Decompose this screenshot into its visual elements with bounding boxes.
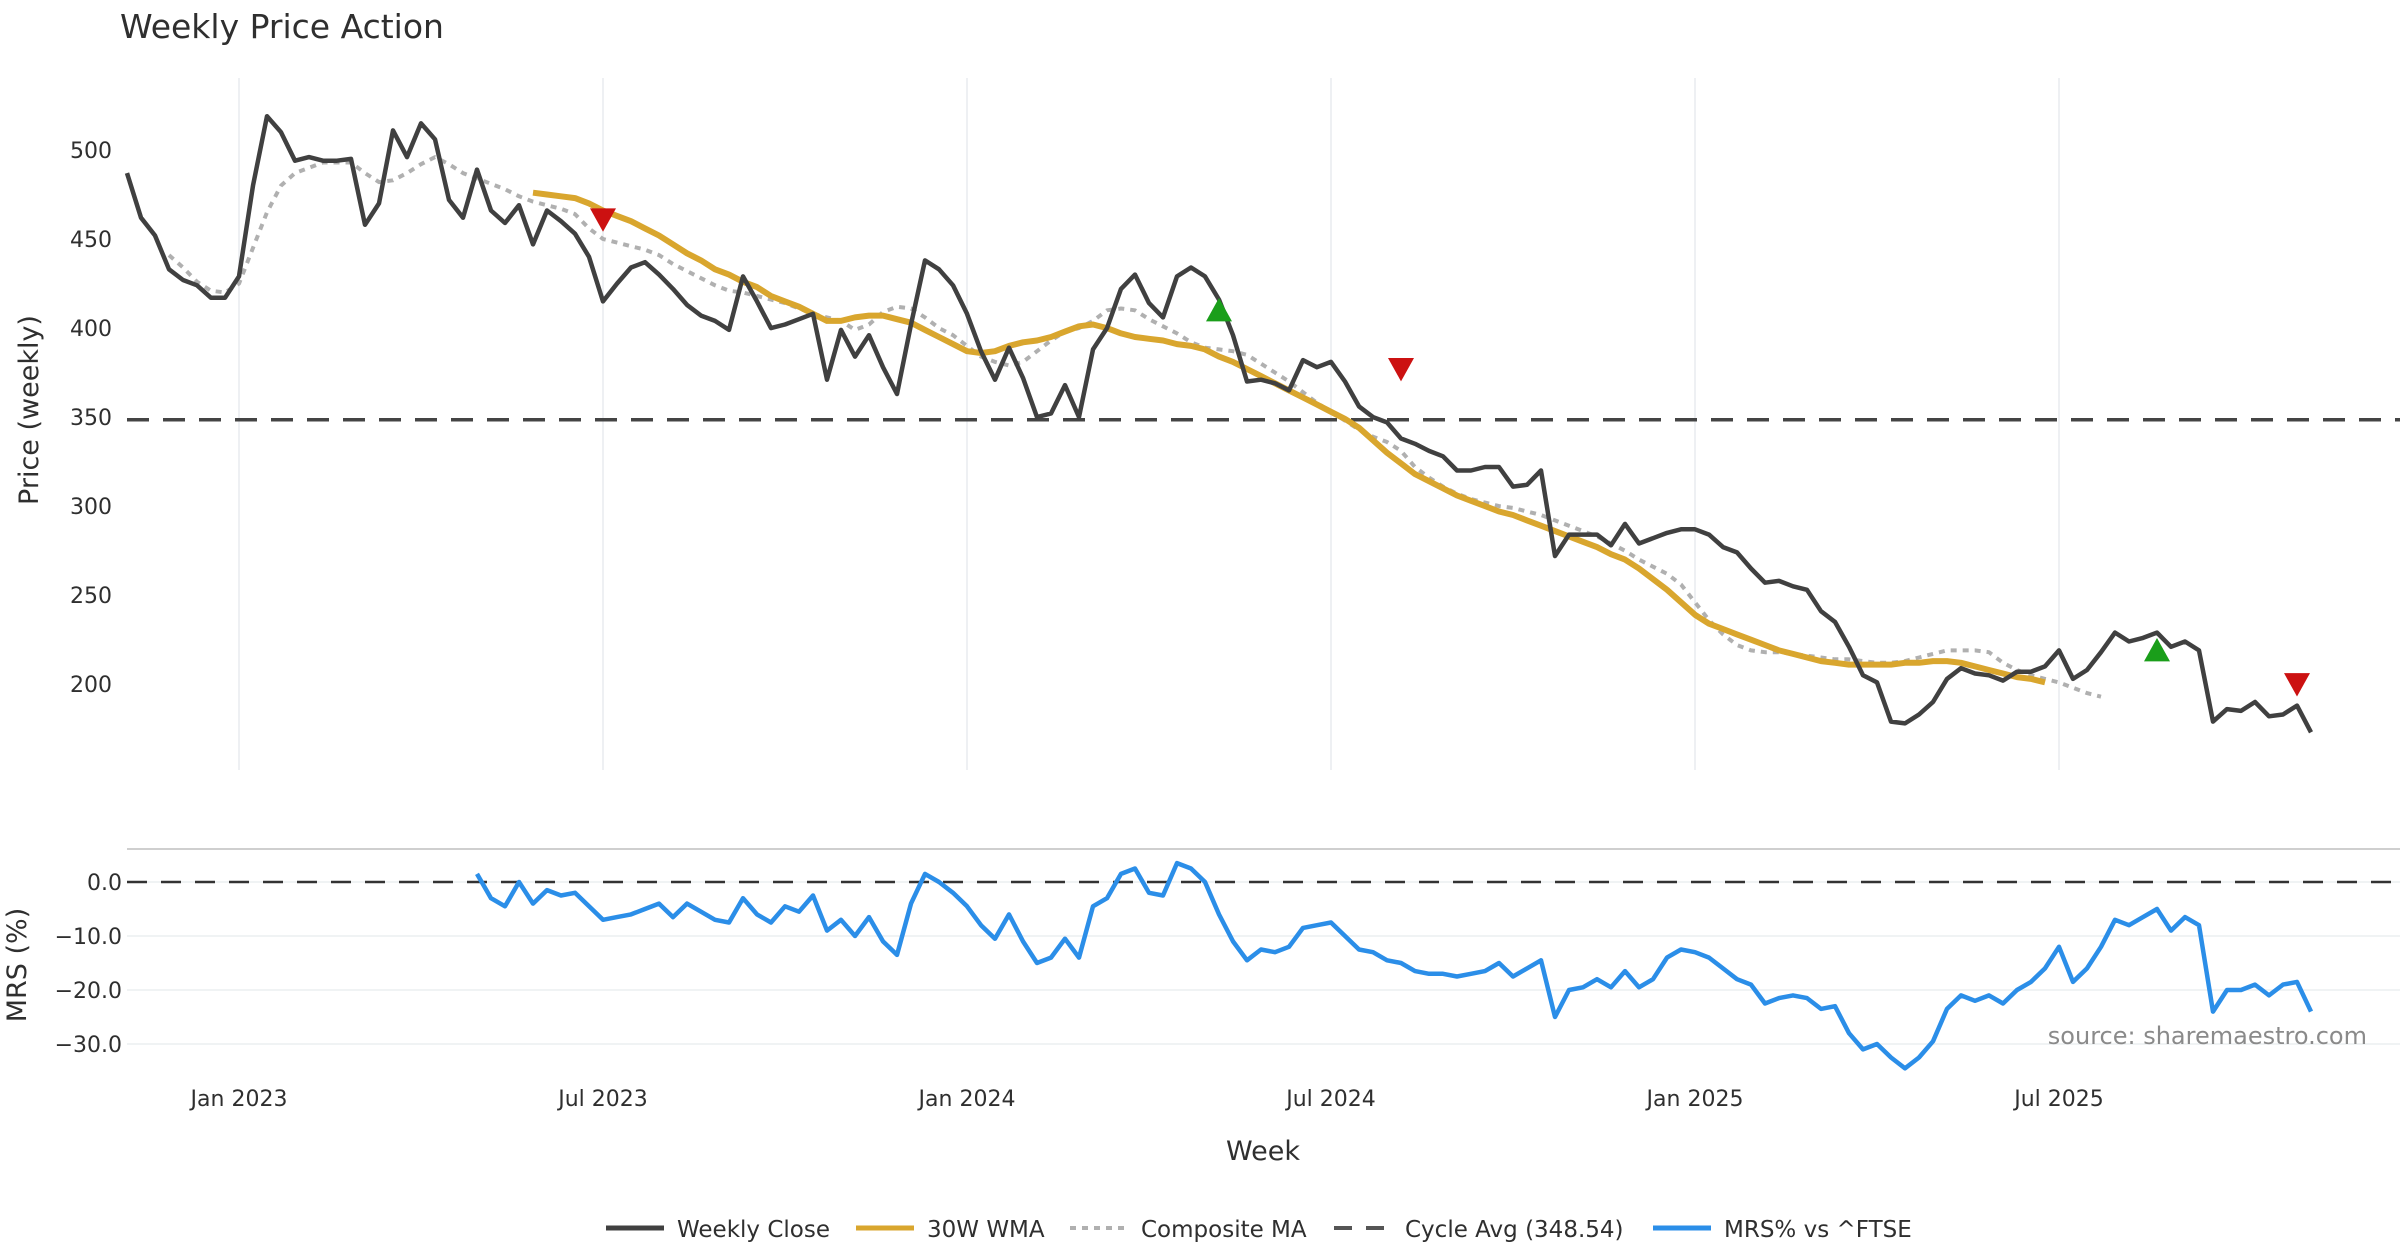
mrs-y-tick-label: −20.0 <box>55 979 122 1004</box>
legend-item: Cycle Avg (348.54) <box>1334 1217 1624 1243</box>
sell-signal-marker <box>2284 673 2310 697</box>
mrs-y-ticks: 0.0 −10.0 −20.0 −30.0 <box>55 871 122 1058</box>
mrs-y-tick-label: −10.0 <box>55 925 122 950</box>
price-y-axis-label: Price (weekly) <box>14 315 45 505</box>
x-axis-ticks: Jan 2023 Jul 2023 Jan 2024 Jul 2024 Jan 2025… <box>189 1087 2104 1112</box>
legend-label: Weekly Close <box>677 1217 830 1243</box>
source-annotation: source: sharemaestro.com <box>2048 1022 2367 1050</box>
price-y-tick-label: 400 <box>70 317 112 342</box>
legend-item: 30W WMA <box>856 1217 1045 1243</box>
mrs-y-tick-label: 0.0 <box>87 871 122 896</box>
mrs-y-axis-label: MRS (%) <box>2 908 33 1023</box>
signal-markers <box>590 208 2310 697</box>
price-y-tick-label: 300 <box>70 495 112 520</box>
mrs-line <box>475 860 2314 1071</box>
chart-title: Weekly Price Action <box>120 7 444 46</box>
mrs-series <box>475 860 2314 1071</box>
legend-label: 30W WMA <box>927 1217 1045 1243</box>
price-y-ticks: 500 450 400 350 300 250 200 <box>70 139 112 698</box>
legend-item: Composite MA <box>1070 1217 1307 1243</box>
price-y-tick-label: 500 <box>70 139 112 164</box>
x-tick-label: Jul 2024 <box>1284 1087 1376 1112</box>
price-series <box>124 113 2313 734</box>
sell-signal-marker <box>590 208 616 232</box>
legend-item: MRS% vs ^FTSE <box>1653 1217 1912 1243</box>
x-tick-label: Jul 2025 <box>2012 1087 2104 1112</box>
legend-label: Cycle Avg (348.54) <box>1405 1217 1624 1243</box>
sell-signal-marker <box>1388 357 1414 382</box>
x-tick-label: Jul 2023 <box>556 1087 648 1112</box>
x-tick-label: Jan 2023 <box>189 1087 288 1112</box>
price-y-tick-label: 250 <box>70 584 112 609</box>
weekly-close-line <box>124 113 2313 734</box>
legend-label: MRS% vs ^FTSE <box>1724 1217 1912 1243</box>
legend-label: Composite MA <box>1141 1217 1307 1243</box>
buy-signal-marker <box>2144 638 2170 662</box>
mrs-y-tick-label: −30.0 <box>55 1033 122 1058</box>
x-tick-label: Jan 2025 <box>1645 1087 1744 1112</box>
x-tick-label: Jan 2024 <box>917 1087 1016 1112</box>
legend: Weekly Close 30W WMA Composite MA Cycle Avg… <box>606 1217 1912 1243</box>
price-y-tick-label: 450 <box>70 228 112 253</box>
composite-ma-line <box>167 155 2102 699</box>
legend-item: Weekly Close <box>606 1217 830 1243</box>
price-y-tick-label: 200 <box>70 673 112 698</box>
buy-signal-marker <box>1206 297 1232 322</box>
x-axis-label: Week <box>1226 1136 1300 1167</box>
price-y-tick-label: 350 <box>70 406 112 431</box>
mrs-horizontal-gridlines <box>127 881 2400 1045</box>
mrs-panel: 0.0 −10.0 −20.0 −30.0 MRS (%) source: share… <box>2 848 2400 1071</box>
price-panel: 500 450 400 350 300 250 200 Price (weekly) <box>14 78 2400 770</box>
price-vertical-gridlines <box>238 78 2060 770</box>
